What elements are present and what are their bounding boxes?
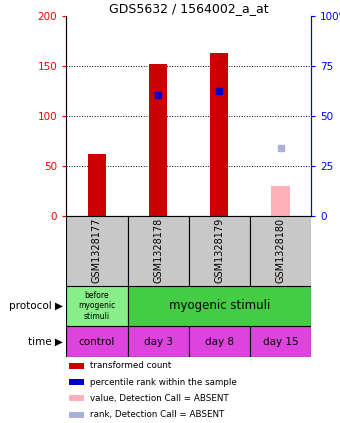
Text: rank, Detection Call = ABSENT: rank, Detection Call = ABSENT — [89, 410, 224, 419]
Text: GSM1328177: GSM1328177 — [92, 218, 102, 283]
Text: protocol ▶: protocol ▶ — [9, 301, 63, 310]
Text: percentile rank within the sample: percentile rank within the sample — [89, 377, 236, 387]
Bar — [189, 326, 250, 357]
Text: control: control — [79, 337, 115, 346]
Text: day 3: day 3 — [143, 337, 173, 346]
Text: GSM1328179: GSM1328179 — [214, 218, 224, 283]
Bar — [210, 53, 228, 216]
Text: day 8: day 8 — [205, 337, 234, 346]
Text: transformed count: transformed count — [89, 361, 171, 370]
Bar — [69, 363, 84, 368]
Bar — [271, 186, 290, 216]
Text: before
myogenic
stimuli: before myogenic stimuli — [78, 291, 116, 321]
Bar — [250, 326, 311, 357]
Bar — [250, 216, 311, 286]
Text: time ▶: time ▶ — [28, 337, 63, 346]
Bar — [128, 216, 189, 286]
Text: myogenic stimuli: myogenic stimuli — [169, 299, 270, 312]
Bar — [128, 286, 311, 326]
Bar — [128, 326, 189, 357]
Bar — [88, 154, 106, 216]
Bar — [189, 216, 250, 286]
Bar — [66, 216, 128, 286]
Title: GDS5632 / 1564002_a_at: GDS5632 / 1564002_a_at — [109, 2, 269, 15]
Bar — [69, 396, 84, 401]
Bar — [66, 326, 128, 357]
Text: GSM1328180: GSM1328180 — [275, 218, 286, 283]
Bar — [69, 379, 84, 385]
Text: GSM1328178: GSM1328178 — [153, 218, 163, 283]
Bar — [69, 412, 84, 418]
Bar — [66, 286, 128, 326]
Text: day 15: day 15 — [263, 337, 298, 346]
Text: value, Detection Call = ABSENT: value, Detection Call = ABSENT — [89, 394, 228, 403]
Bar — [149, 64, 167, 216]
